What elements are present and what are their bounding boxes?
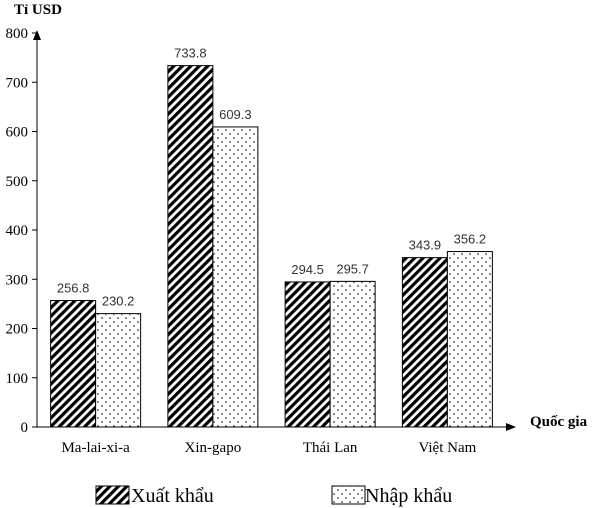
y-tick-label: 600 bbox=[6, 125, 29, 141]
data-label-import: 609.3 bbox=[219, 107, 252, 122]
bar-export bbox=[167, 65, 214, 428]
y-axis-ticks: 0 100 200 300 400 500 600 700 800 bbox=[6, 26, 37, 436]
y-tick-label: 100 bbox=[6, 371, 29, 387]
data-label-import: 356.2 bbox=[454, 232, 487, 247]
bar-export bbox=[284, 281, 331, 428]
data-label-export: 256.8 bbox=[57, 281, 90, 296]
x-axis-arrow bbox=[506, 423, 516, 431]
data-label-export: 343.9 bbox=[409, 238, 442, 253]
y-tick-label: 0 bbox=[21, 420, 29, 436]
category-labels: Ma-lai-xi-a Xin-gapo Thái Lan Việt Nam bbox=[61, 440, 476, 456]
data-labels: 256.8 230.2 733.8 609.3 294.5 295.7 343.9 356.2 bbox=[57, 46, 486, 309]
bar-import bbox=[212, 126, 259, 428]
data-label-export: 294.5 bbox=[291, 262, 324, 277]
data-label-import: 295.7 bbox=[336, 261, 369, 276]
bars bbox=[50, 65, 493, 428]
category-label: Ma-lai-xi-a bbox=[61, 440, 130, 456]
data-label-export: 733.8 bbox=[174, 46, 207, 61]
y-tick-label: 700 bbox=[6, 75, 29, 91]
y-axis-arrow bbox=[33, 30, 41, 40]
y-axis-title: Tỉ USD bbox=[14, 2, 62, 18]
category-label: Thái Lan bbox=[303, 440, 358, 456]
bar-import bbox=[446, 251, 493, 428]
bar-import bbox=[95, 313, 142, 428]
legend-swatch-import bbox=[331, 485, 366, 505]
bar-export bbox=[401, 257, 448, 428]
legend-swatch-export bbox=[95, 485, 130, 505]
y-tick-label: 300 bbox=[6, 272, 29, 288]
bar-import bbox=[329, 280, 376, 428]
x-axis-title: Quốc gia bbox=[530, 414, 588, 430]
category-label: Việt Nam bbox=[418, 440, 476, 456]
y-tick-label: 800 bbox=[6, 26, 29, 42]
y-tick-label: 400 bbox=[6, 223, 29, 239]
legend-label-export: Xuất khẩu bbox=[131, 485, 214, 507]
y-tick-label: 500 bbox=[6, 174, 29, 190]
data-label-import: 230.2 bbox=[102, 294, 135, 309]
bar-export bbox=[50, 300, 97, 428]
legend-label-import: Nhập khẩu bbox=[365, 485, 452, 507]
legend: Xuất khẩu Nhập khẩu bbox=[95, 485, 452, 507]
y-tick-label: 200 bbox=[6, 322, 29, 338]
category-label: Xin-gapo bbox=[185, 440, 242, 456]
